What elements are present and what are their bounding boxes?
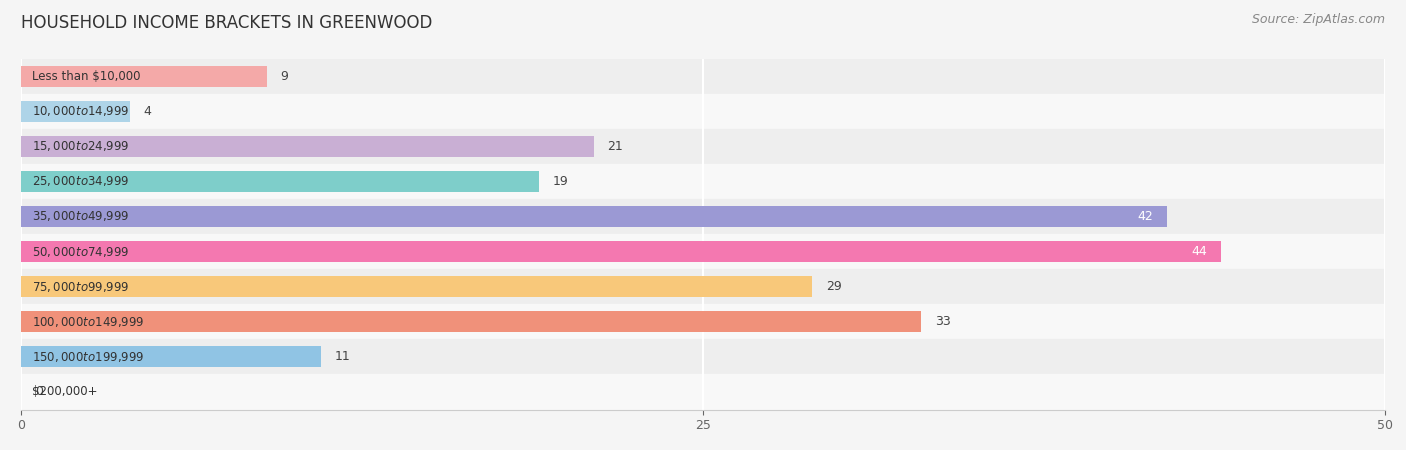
Bar bbox=[21, 136, 593, 157]
Bar bbox=[21, 206, 1167, 227]
Text: 33: 33 bbox=[935, 315, 950, 328]
Text: Source: ZipAtlas.com: Source: ZipAtlas.com bbox=[1251, 14, 1385, 27]
Bar bbox=[21, 199, 1385, 234]
Text: HOUSEHOLD INCOME BRACKETS IN GREENWOOD: HOUSEHOLD INCOME BRACKETS IN GREENWOOD bbox=[21, 14, 433, 32]
Text: $200,000+: $200,000+ bbox=[32, 386, 97, 398]
Text: 0: 0 bbox=[35, 386, 42, 398]
Bar bbox=[21, 234, 1385, 269]
Text: 4: 4 bbox=[143, 105, 152, 117]
Bar bbox=[21, 304, 1385, 339]
Text: 21: 21 bbox=[607, 140, 623, 153]
Bar bbox=[21, 311, 921, 332]
Bar bbox=[21, 129, 1385, 164]
Text: $15,000 to $24,999: $15,000 to $24,999 bbox=[32, 139, 129, 153]
Bar bbox=[21, 339, 1385, 374]
Bar bbox=[21, 94, 1385, 129]
Bar bbox=[21, 66, 267, 86]
Text: 19: 19 bbox=[553, 175, 569, 188]
Bar bbox=[21, 164, 1385, 199]
Text: $10,000 to $14,999: $10,000 to $14,999 bbox=[32, 104, 129, 118]
Text: 42: 42 bbox=[1137, 210, 1153, 223]
Text: $50,000 to $74,999: $50,000 to $74,999 bbox=[32, 244, 129, 259]
Text: $100,000 to $149,999: $100,000 to $149,999 bbox=[32, 315, 145, 329]
Bar bbox=[21, 101, 131, 122]
Bar bbox=[21, 374, 1385, 410]
Text: 11: 11 bbox=[335, 351, 350, 363]
Text: Less than $10,000: Less than $10,000 bbox=[32, 70, 141, 82]
Text: $35,000 to $49,999: $35,000 to $49,999 bbox=[32, 209, 129, 224]
Text: 29: 29 bbox=[825, 280, 842, 293]
Text: 44: 44 bbox=[1192, 245, 1208, 258]
Bar bbox=[21, 58, 1385, 94]
Bar bbox=[21, 171, 540, 192]
Bar bbox=[21, 269, 1385, 304]
Text: $75,000 to $99,999: $75,000 to $99,999 bbox=[32, 279, 129, 294]
Bar bbox=[21, 241, 1222, 262]
Text: $150,000 to $199,999: $150,000 to $199,999 bbox=[32, 350, 145, 364]
Text: 9: 9 bbox=[280, 70, 288, 82]
Text: $25,000 to $34,999: $25,000 to $34,999 bbox=[32, 174, 129, 189]
Bar bbox=[21, 276, 813, 297]
Bar bbox=[21, 346, 321, 367]
